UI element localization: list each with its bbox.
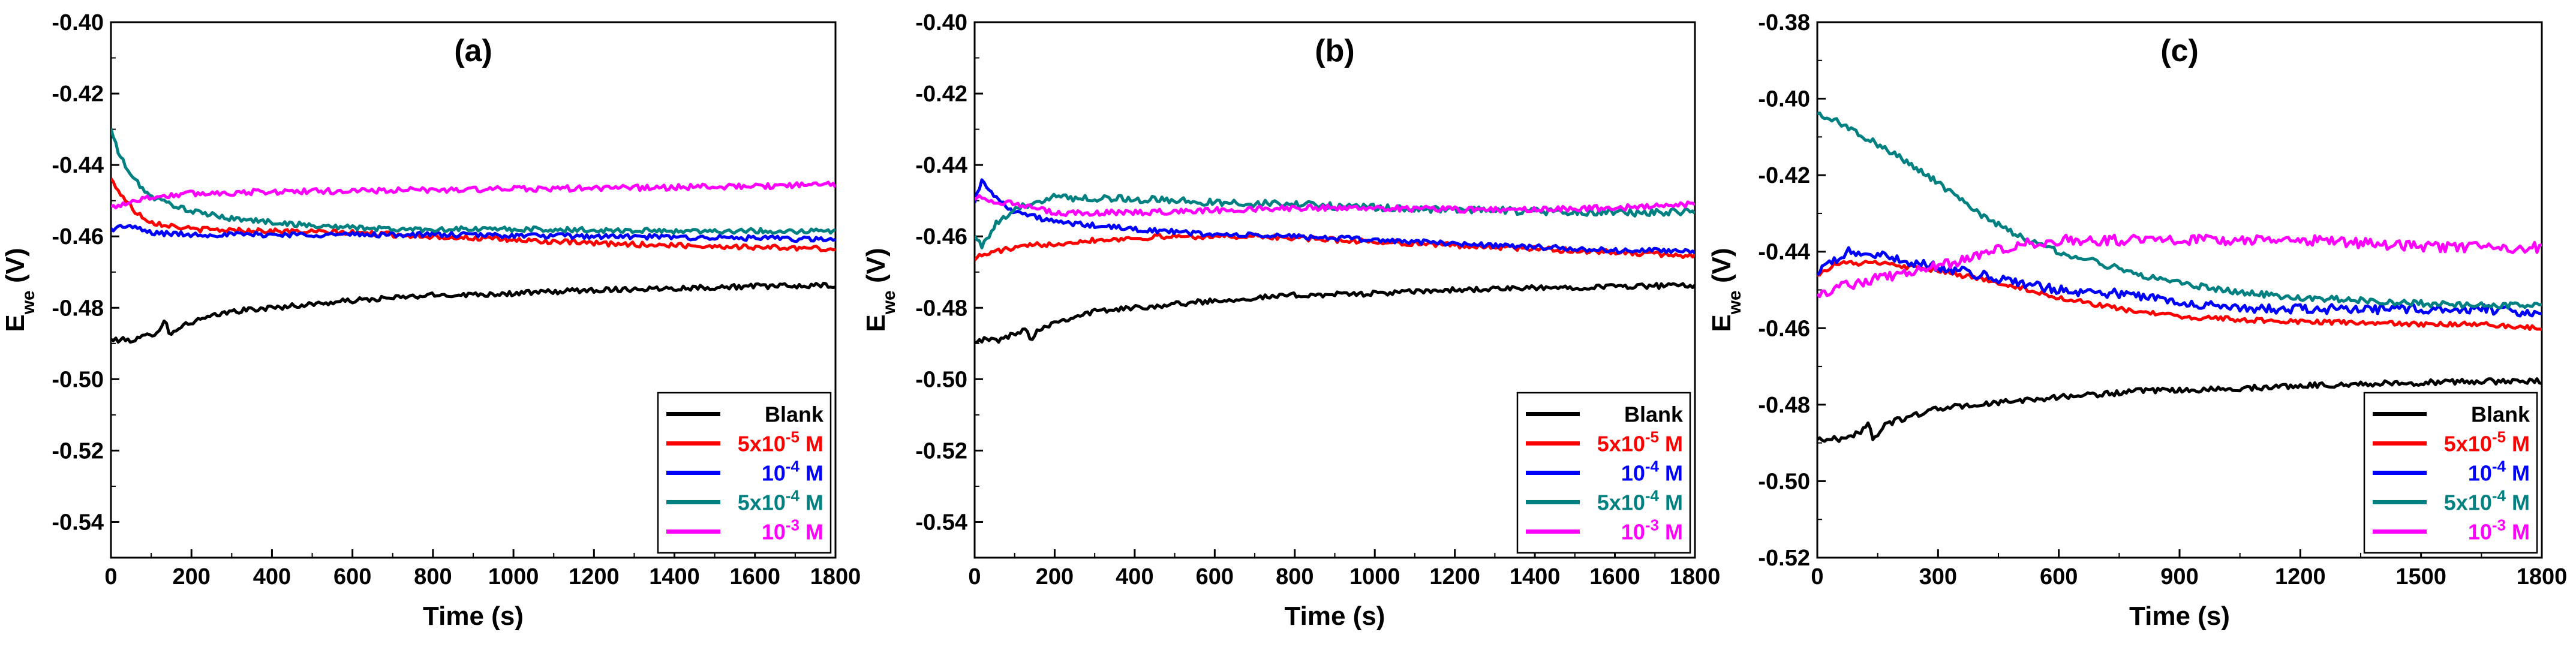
y-tick-label: -0.38	[1758, 10, 1810, 35]
legend-label: 5x10-4 M	[2444, 487, 2530, 515]
y-tick-label: -0.44	[915, 153, 967, 178]
x-tick-label: 1600	[1589, 564, 1640, 589]
x-tick-label: 1200	[569, 564, 620, 589]
legend-label: 10-3 M	[2468, 516, 2530, 544]
series-line-blank	[1817, 377, 2542, 443]
series-group	[1817, 111, 2542, 443]
legend-label: 5x10-5 M	[738, 428, 823, 456]
y-tick-label: -0.42	[52, 82, 104, 107]
y-tick-label: -0.40	[1758, 87, 1810, 112]
y-tick-label: -0.42	[1758, 163, 1810, 188]
series-line-5x10-5-m	[1817, 260, 2542, 331]
y-tick-label: -0.48	[52, 296, 104, 321]
y-tick-label: -0.52	[915, 438, 967, 464]
series-line-10-3-m	[1817, 233, 2542, 299]
y-axis-title: Ewe (V)	[861, 248, 899, 332]
x-tick-label: 400	[253, 564, 291, 589]
y-tick-label: -0.46	[52, 224, 104, 249]
x-axis-title: Time (s)	[2129, 601, 2230, 631]
x-tick-label: 1800	[810, 564, 861, 589]
x-axis-title: Time (s)	[423, 601, 524, 631]
x-tick-label: 600	[333, 564, 371, 589]
series-line-10-4-m	[975, 178, 1695, 255]
legend-label: Blank	[2471, 402, 2530, 427]
y-tick-label: -0.52	[1758, 546, 1810, 571]
y-tick-label: -0.54	[915, 510, 967, 535]
legend-label: Blank	[765, 402, 824, 427]
series-line-blank	[975, 282, 1695, 344]
x-tick-label: 0	[1811, 564, 1823, 589]
x-tick-label: 1000	[1349, 564, 1400, 589]
x-tick-label: 0	[968, 564, 981, 589]
y-tick-label: -0.48	[1758, 393, 1810, 418]
x-tick-label: 800	[1276, 564, 1313, 589]
legend-label: 10-3 M	[762, 516, 823, 544]
legend-label: 5x10-5 M	[2444, 428, 2530, 456]
y-tick-label: -0.50	[915, 367, 967, 392]
x-tick-label: 0	[104, 564, 117, 589]
y-tick-label: -0.48	[915, 296, 967, 321]
x-tick-label: 900	[2160, 564, 2198, 589]
legend-label: 5x10-5 M	[1597, 428, 1683, 456]
x-tick-label: 1000	[488, 564, 539, 589]
y-tick-label: -0.44	[1758, 240, 1810, 265]
x-tick-label: 800	[414, 564, 452, 589]
series-line-10-3-m	[975, 194, 1695, 217]
legend-label: Blank	[1624, 402, 1684, 427]
y-tick-label: -0.44	[52, 153, 104, 178]
panel-title: (c)	[2160, 34, 2199, 68]
legend-label: 10-4 M	[762, 458, 823, 486]
series-group	[111, 128, 835, 344]
x-tick-label: 1600	[730, 564, 781, 589]
chart-panel-3: 0 300 600 900 1200 1500 1800 -0.52 -0.50 -0.48 -0.…	[1707, 10, 2567, 631]
y-tick-label: -0.50	[52, 367, 104, 392]
series-line-10-3-m	[111, 180, 835, 210]
x-tick-label: 300	[1919, 564, 1957, 589]
x-tick-label: 200	[1036, 564, 1074, 589]
y-tick-label: -0.40	[915, 10, 967, 35]
series-line-5x10-5-m	[111, 177, 835, 252]
series-line-5x10-4-m	[111, 128, 835, 235]
x-tick-label: 1200	[1429, 564, 1480, 589]
y-tick-label: -0.46	[1758, 316, 1810, 341]
x-tick-label: 1200	[2275, 564, 2326, 589]
x-tick-label: 1500	[2395, 564, 2446, 589]
chart-panel-2: 0 200 400 600 800 1000 1200 1400 1600 1800 -0.54 -0…	[861, 10, 1720, 631]
y-tick-label: -0.52	[52, 438, 104, 464]
legend-label: 5x10-4 M	[738, 487, 823, 515]
series-line-5x10-4-m	[1817, 111, 2542, 310]
y-tick-label: -0.50	[1758, 469, 1810, 494]
x-tick-label: 400	[1116, 564, 1153, 589]
y-tick-label: -0.40	[52, 10, 104, 35]
panel-title: (a)	[454, 34, 492, 68]
legend-label: 5x10-4 M	[1597, 487, 1683, 515]
series-line-10-4-m	[111, 224, 835, 243]
legend-label: 10-4 M	[2468, 458, 2530, 486]
x-tick-label: 1800	[1670, 564, 1721, 589]
x-tick-label: 600	[2040, 564, 2078, 589]
x-tick-label: 1400	[1510, 564, 1561, 589]
series-line-blank	[111, 281, 835, 344]
chart-panel-1: 0 200 400 600 800 1000 1200 1400 1600 1800 -0.54 -0…	[1, 10, 861, 631]
x-tick-label: 1800	[2517, 564, 2568, 589]
legend-label: 10-4 M	[1621, 458, 1683, 486]
legend-label: 10-3 M	[1621, 516, 1683, 544]
series-group	[975, 178, 1695, 344]
panel-title: (b)	[1315, 34, 1354, 68]
x-tick-label: 200	[173, 564, 211, 589]
x-tick-label: 1400	[649, 564, 700, 589]
y-tick-label: -0.54	[52, 510, 104, 535]
x-axis-title: Time (s)	[1285, 601, 1385, 631]
x-tick-label: 600	[1196, 564, 1234, 589]
y-tick-label: -0.42	[915, 82, 967, 107]
y-tick-label: -0.46	[915, 224, 967, 249]
y-axis-title: Ewe (V)	[1707, 248, 1745, 332]
y-axis-title: Ewe (V)	[1, 248, 38, 332]
